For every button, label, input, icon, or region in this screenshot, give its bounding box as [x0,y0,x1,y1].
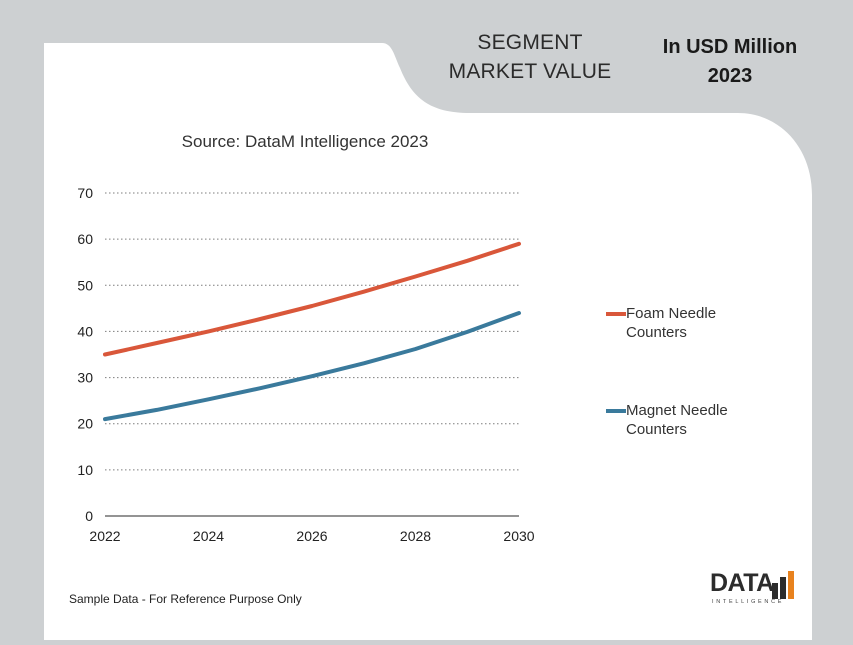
segment-title-line2: MARKET VALUE [448,60,612,83]
segment-title: SEGMENT MARKET VALUE [430,28,630,86]
y-tick-label: 70 [77,185,93,201]
y-tick-label: 60 [77,231,93,247]
x-tick-label: 2026 [296,528,327,544]
segment-title-line1: SEGMENT [477,31,583,54]
logo-subtitle: INTELLIGENCE [712,599,785,605]
logo-bars-icon [772,571,794,599]
legend-label-foam: Foam Needle Counters [626,304,716,342]
legend-label-magnet-line1: Magnet Needle [626,402,728,419]
x-tick-label: 2024 [193,528,224,544]
x-tick-label: 2028 [400,528,431,544]
series-layer [103,241,521,422]
unit-label: In USD Million [662,36,798,58]
footnote: Sample Data - For Reference Purpose Only [69,592,302,606]
legend-swatch-magnet [606,409,626,413]
year-label: 2023 [707,65,753,87]
legend-label-foam-line1: Foam Needle [626,305,717,322]
y-tick-label: 30 [77,370,93,386]
x-tick-label: 2022 [89,528,120,544]
logo-word: DATA [710,569,774,597]
legend-swatch-foam [606,312,626,316]
y-tick-label: 50 [77,277,93,293]
chart-source: Source: DataM Intelligence 2023 [181,132,429,151]
series-line-foam [103,241,521,357]
legend-label-foam-line2: Counters [626,324,687,341]
unit-year-label: In USD Million 2023 [640,33,820,91]
y-tick-label: 40 [77,323,93,339]
legend-label-magnet: Magnet Needle Counters [626,401,728,439]
datam-logo: DATA INTELLIGENCE [708,563,800,609]
y-tick-label: 20 [77,416,93,432]
grid-layer [105,192,519,471]
y-tick-label: 0 [85,508,93,524]
legend-label-magnet-line2: Counters [626,421,687,438]
series-line-magnet [103,311,521,422]
y-tick-label: 10 [77,462,93,478]
x-tick-label: 2030 [503,528,534,544]
